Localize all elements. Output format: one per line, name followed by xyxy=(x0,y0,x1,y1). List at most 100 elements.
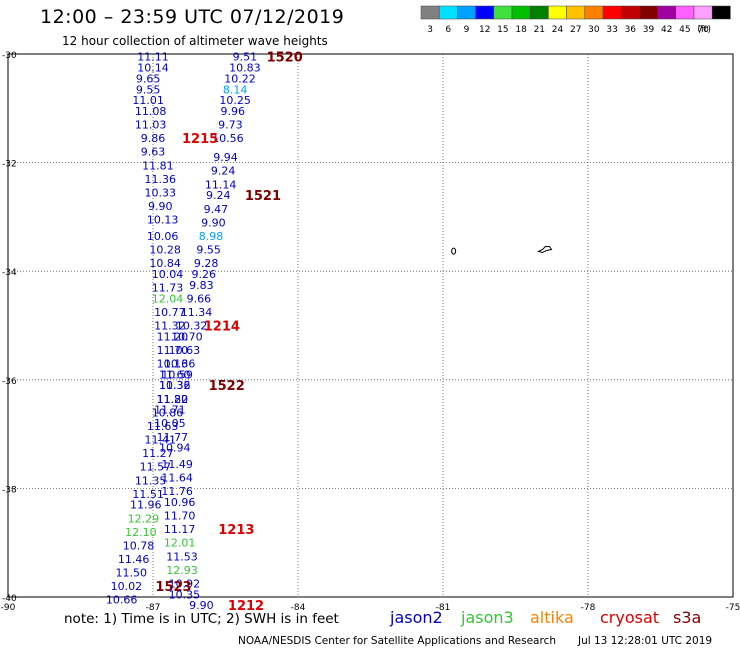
wave-height-value: 11.36 xyxy=(145,173,177,186)
pass-time-label: 1214 xyxy=(204,320,240,335)
pass-time-label: 1212 xyxy=(228,599,264,614)
wave-height-value: 12.01 xyxy=(164,537,196,550)
island-outline xyxy=(537,245,553,254)
wave-height-value: 9.26 xyxy=(192,268,217,281)
wave-height-value: 9.66 xyxy=(187,292,212,305)
wave-height-value: 11.35 xyxy=(135,474,167,487)
wave-height-value: 9.55 xyxy=(196,243,221,256)
wave-height-value: 11.53 xyxy=(166,550,198,563)
wave-height-value: 10.36 xyxy=(159,379,191,392)
wave-height-value: 9.90 xyxy=(201,216,226,229)
wave-height-value: 11.73 xyxy=(152,281,184,294)
latitude-label: -36 xyxy=(2,377,17,387)
units-note: note: 1) Time is in UTC; 2) SWH is in fe… xyxy=(64,611,339,627)
wave-height-value: 11.32 xyxy=(154,320,186,333)
longitude-label: -75 xyxy=(726,603,740,613)
wave-height-value: 11.64 xyxy=(161,472,193,485)
longitude-label: -84 xyxy=(291,603,306,613)
legend-label: 33 xyxy=(606,25,617,35)
legend-label: 24 xyxy=(552,25,564,35)
latitude-label: -32 xyxy=(2,160,17,170)
wave-height-value: 11.03 xyxy=(135,119,167,132)
wave-height-value: 10.36 xyxy=(164,358,196,371)
wave-height-value: 9.24 xyxy=(211,165,236,178)
wave-height-value: 9.47 xyxy=(204,203,229,216)
island-outline xyxy=(451,247,457,255)
latitude-label: -40 xyxy=(2,594,17,604)
wave-height-value: 11.08 xyxy=(135,105,167,118)
wave-height-value: 11.63 xyxy=(147,420,179,433)
map-title: 12:00 – 23:59 UTC 07/12/2019 xyxy=(40,6,345,28)
wave-height-value: 11.14 xyxy=(205,178,237,191)
wave-height-value: 11.01 xyxy=(132,94,164,107)
latitude-label: -38 xyxy=(2,485,17,495)
wave-height-value: 11.17 xyxy=(164,523,196,536)
wave-height-value: 10.63 xyxy=(169,344,201,357)
map-subtitle: 12 hour collection of altimeter wave hei… xyxy=(62,34,328,48)
wave-height-value: 10.25 xyxy=(219,94,251,107)
wave-height-value: 9.28 xyxy=(194,257,219,270)
legend-cryosat: cryosat xyxy=(600,608,660,627)
wave-height-value: 11.27 xyxy=(142,447,174,460)
wave-height-value: 12.10 xyxy=(125,526,157,539)
wave-height-value: 11.71 xyxy=(154,404,186,417)
wave-height-value: 9.90 xyxy=(148,200,173,213)
legend-label: 42 xyxy=(661,25,672,35)
legend-label: 27 xyxy=(570,25,581,35)
wave-height-value: 9.55 xyxy=(136,83,161,96)
wave-height-value: 10.86 xyxy=(152,406,184,419)
wave-height-value: 10.14 xyxy=(137,62,169,75)
legend-label: 18 xyxy=(515,25,527,35)
wave-height-value: 10.94 xyxy=(159,442,191,455)
legend-label: 12 xyxy=(479,25,490,35)
wave-height-value: 10.13 xyxy=(147,214,179,227)
wave-height-value: 9.90 xyxy=(189,599,214,612)
legend-jason2: jason2 xyxy=(390,608,443,627)
footer-timestamp: Jul 13 12:28:01 UTC 2019 xyxy=(578,635,713,647)
wave-height-value: 10.02 xyxy=(111,580,143,593)
latitude-label: -30 xyxy=(2,51,17,61)
wave-height-value: 11.82 xyxy=(157,393,189,406)
wave-height-value: 11.41 xyxy=(145,434,177,447)
wave-height-value: 11.51 xyxy=(132,488,164,501)
legend-jason3: jason3 xyxy=(461,608,514,627)
wave-height-value: 10.59 xyxy=(161,368,193,381)
legend-swatch xyxy=(711,5,731,20)
wave-height-value: 11.20 xyxy=(157,330,189,343)
legend-label: 45 xyxy=(679,25,690,35)
wave-height-value: 11.49 xyxy=(161,458,193,471)
map-frame xyxy=(7,53,734,598)
wave-height-value: 9.73 xyxy=(218,119,243,132)
latitude-label: -34 xyxy=(2,268,17,278)
wave-height-value: 11.34 xyxy=(181,306,213,319)
wave-height-value: 10.35 xyxy=(169,588,201,601)
pass-time-label: 1215 xyxy=(182,132,218,147)
wave-height-value: 9.51 xyxy=(233,51,258,64)
legend-s3a: s3a xyxy=(673,608,702,627)
wave-height-value: 11.11 xyxy=(137,51,169,64)
legend-label: 9 xyxy=(464,25,470,35)
wave-height-value: 10.16 xyxy=(157,358,189,371)
longitude-label: -87 xyxy=(146,603,161,613)
color-scale-legend: 3 6 9 12 15 18 21 24 27 30 33 36 39 42 45 70(ft) xyxy=(420,5,731,35)
wave-height-value: 10.66 xyxy=(106,594,138,607)
legend-label: 21 xyxy=(534,25,545,35)
wave-height-value: 11.32 xyxy=(159,379,191,392)
wave-height-value: 10.32 xyxy=(176,320,208,333)
wave-height-value: 11.77 xyxy=(157,431,189,444)
wave-height-value: 11.46 xyxy=(118,553,150,566)
wave-height-value: 11.70 xyxy=(164,510,196,523)
pass-time-label: 1521 xyxy=(245,189,281,204)
wave-height-value: 10.04 xyxy=(152,268,184,281)
wave-height-value: 10.92 xyxy=(169,577,201,590)
wave-height-value: 12.29 xyxy=(128,512,160,525)
wave-height-value: 8.98 xyxy=(199,230,224,243)
wave-height-value: 11.96 xyxy=(130,499,162,512)
legend-label: 39 xyxy=(643,25,655,35)
wave-height-value: 9.24 xyxy=(206,189,231,202)
wave-height-value: 11.60 xyxy=(159,368,191,381)
wave-height-value: 10.84 xyxy=(149,257,181,270)
pass-time-label: 1522 xyxy=(209,379,245,394)
wave-height-value: 10.96 xyxy=(164,496,196,509)
